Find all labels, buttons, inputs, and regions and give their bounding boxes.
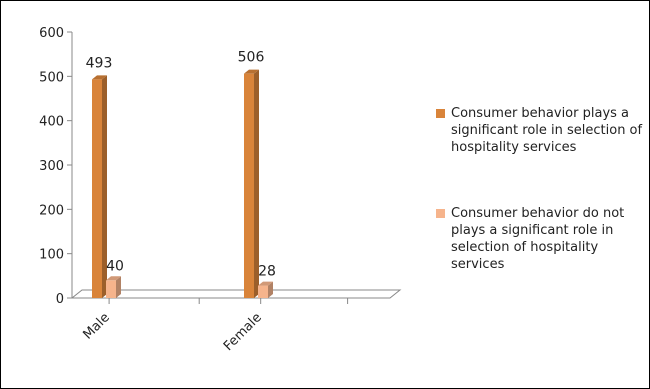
- y-tick-label: 300: [39, 159, 64, 174]
- data-label: 506: [238, 50, 265, 66]
- bar-top: [244, 69, 259, 74]
- bar-front: [106, 280, 116, 298]
- y-tick-label: 600: [39, 26, 64, 41]
- y-tick-label: 400: [39, 115, 64, 130]
- bar-side: [116, 276, 121, 298]
- data-label: 493: [86, 55, 113, 71]
- chart-floor: [70, 289, 402, 299]
- chart-labels: 0 100 200 300 400 500 600 493 506 40 28 Male Female: [39, 26, 276, 354]
- bar-top: [106, 276, 121, 281]
- bar-top: [258, 281, 273, 286]
- y-tick-label: 0: [56, 292, 64, 307]
- legend-label: Consumer behavior do not plays a signifi…: [451, 206, 625, 272]
- bar: [106, 276, 121, 298]
- legend-swatch: [436, 209, 445, 218]
- data-label: 40: [106, 258, 124, 274]
- bar-side: [254, 69, 259, 298]
- bar: [244, 69, 259, 298]
- x-tick-label: Male: [80, 310, 112, 342]
- y-tick-label: 200: [39, 203, 64, 218]
- chart-axes: [67, 31, 402, 304]
- y-tick-label: 500: [39, 70, 64, 85]
- bar-front: [244, 73, 254, 298]
- bar-front: [258, 285, 268, 298]
- bar: [258, 281, 273, 298]
- legend-swatch: [436, 109, 445, 118]
- legend-label: Consumer behavior plays a significant ro…: [451, 106, 643, 155]
- x-tick-label: Female: [221, 310, 265, 354]
- bar-front: [92, 79, 102, 298]
- bar-side: [102, 75, 107, 298]
- data-label: 28: [258, 264, 276, 280]
- y-tick-label: 100: [39, 248, 64, 263]
- bar-top: [92, 75, 107, 80]
- bar-side: [268, 281, 273, 298]
- bar: [92, 75, 107, 298]
- chart-bars: [92, 69, 273, 298]
